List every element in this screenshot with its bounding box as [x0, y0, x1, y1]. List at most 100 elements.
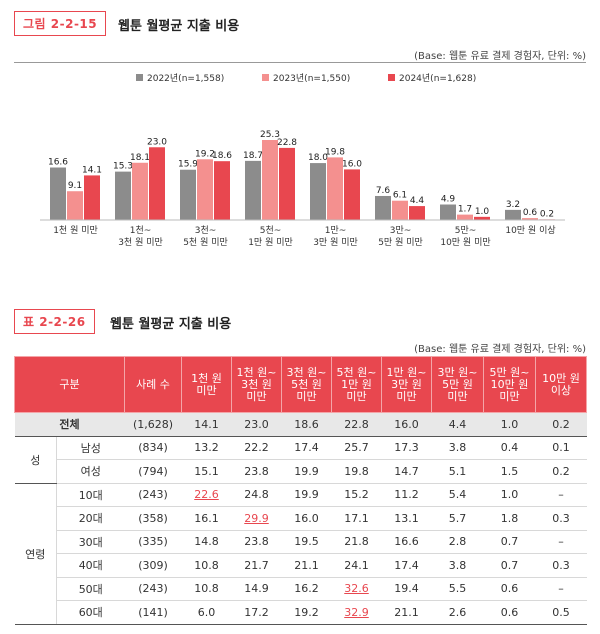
cell-value: 18.6 — [281, 412, 332, 437]
table-row: 여성 (794) 15.1 23.8 19.9 19.8 14.7 5.1 1.5 0.2 — [15, 459, 587, 484]
row-label: 60대 — [56, 600, 125, 625]
cell-value: 0.6 — [483, 600, 536, 625]
cell-value: 14.9 — [231, 577, 282, 601]
cell-value: 14.1 — [181, 412, 232, 437]
cell-value: 19.2 — [281, 600, 332, 625]
bar-2-2 — [214, 161, 230, 220]
bar-value-0-1: 9.1 — [68, 181, 82, 191]
cell-value: 25.7 — [331, 436, 382, 460]
x-label-1-1: 3천 원 미만 — [118, 237, 163, 248]
cell-value: 0.7 — [483, 553, 536, 578]
row-label: 여성 — [56, 459, 125, 484]
legend-swatch-2 — [388, 74, 395, 81]
table-row: 50대 (243) 10.8 14.9 16.2 32.6 19.4 5.5 0.6– — [15, 577, 587, 601]
group-label: 성 — [14, 436, 57, 484]
cell-value: 2.8 — [431, 530, 484, 554]
table-row-total: 전체 (1,628) 14.1 23.0 18.6 22.8 16.0 4.4 1.0 0.2 — [14, 412, 587, 437]
figure-label: 그림 2-2-15 — [14, 11, 107, 36]
cell-value: 19.5 — [281, 530, 332, 554]
cell-value: 5.1 — [431, 459, 484, 484]
row-label: 40대 — [56, 553, 125, 578]
cell-value: 16.1 — [181, 506, 232, 531]
cell-value: 21.7 — [231, 553, 282, 578]
table-base-note: (Base: 웹툰 유료 결제 경험자, 단위: %) — [414, 344, 586, 355]
bar-value-2-1: 19.2 — [195, 149, 215, 159]
figure-divider — [14, 62, 586, 63]
header-cell-4: 3천 원~ 5천 원 미만 — [281, 356, 332, 413]
cell-value: 0.4 — [483, 436, 536, 460]
bar-value-1-1: 18.1 — [130, 153, 150, 163]
x-label-1-0: 1천~ — [130, 225, 152, 236]
bar-0-1 — [67, 191, 83, 220]
cell-value: 2.6 — [431, 600, 484, 625]
bar-7-0 — [505, 209, 521, 220]
bar-chart: 2022년(n=1,558) 2023년(n=1,550) 2024년(n=1,62… — [40, 73, 565, 248]
bar-4-0 — [310, 163, 326, 220]
bar-value-1-2: 23.0 — [147, 137, 167, 147]
bar-1-1 — [132, 162, 148, 220]
cell-value: 17.2 — [231, 600, 282, 625]
x-label-5-1: 5만 원 미만 — [378, 237, 423, 248]
bar-value-3-2: 22.8 — [277, 138, 297, 148]
cell-value: 10.8 — [181, 553, 232, 578]
bar-value-3-1: 25.3 — [260, 130, 280, 140]
cell-value: 24.1 — [331, 553, 382, 578]
x-label-7-0: 10만 원 이상 — [505, 225, 555, 236]
bar-value-2-2: 18.6 — [212, 151, 232, 161]
row-n: (309) — [124, 553, 182, 578]
cell-value: 0.6 — [483, 577, 536, 601]
legend-label-1: 2023년(n=1,550) — [273, 73, 350, 84]
legend-swatch-0 — [136, 74, 143, 81]
x-label-3-1: 1만 원 미만 — [248, 237, 293, 248]
cell-value: 0.3 — [535, 506, 587, 531]
stats-table: 구분 사례 수 1천 원 미만 1천 원~ 3천 원 미만 3천 원~ 5천 원 미만 5천 원~ 1… — [14, 356, 587, 625]
table-row: 60대 (141) 6.0 17.2 19.2 32.9 21.1 2.6 0.6 0.5 — [15, 600, 587, 625]
cell-value: 22.2 — [231, 436, 282, 460]
cell-value: 15.1 — [181, 459, 232, 484]
bar-5-0 — [375, 195, 391, 220]
x-label-6-0: 5만~ — [455, 225, 477, 236]
bar-value-5-0: 7.6 — [376, 186, 391, 196]
figure-title: 웹툰 월평균 지출 비용 — [118, 19, 240, 34]
cell-value: 23.8 — [231, 530, 282, 554]
bar-5-2 — [409, 206, 425, 220]
row-n: (834) — [124, 436, 182, 460]
x-label-4-1: 3만 원 미만 — [313, 237, 358, 248]
cell-value: – — [535, 483, 587, 507]
row-n: (243) — [124, 577, 182, 601]
chart-x-labels: 1천 원 미만 1천~3천 원 미만 3천~5천 원 미만 5천~1만 원 미만 1만~… — [53, 225, 555, 248]
table-row: 연령 10대 (243) 22.6 24.8 19.9 15.2 11.2 5.4 1.0– — [14, 483, 587, 625]
cell-value: 3.8 — [431, 553, 484, 578]
cell-value: – — [535, 530, 587, 554]
cell-value: 0.3 — [535, 553, 587, 578]
row-n: (358) — [124, 506, 182, 531]
table-title: 웹툰 월평균 지출 비용 — [110, 317, 232, 332]
table-row: 40대 (309) 10.8 21.7 21.1 24.1 17.4 3.8 0.7 0.3 — [15, 553, 587, 578]
bar-4-1 — [327, 157, 343, 220]
row-n: (141) — [124, 600, 182, 625]
row-label: 남성 — [56, 436, 125, 460]
cell-value: 19.9 — [281, 459, 332, 484]
bar-value-0-0: 16.6 — [48, 158, 68, 168]
cell-value: 1.0 — [483, 412, 536, 437]
legend-swatch-1 — [262, 74, 269, 81]
bar-value-4-0: 18.0 — [308, 153, 328, 163]
bar-value-7-2: 0.2 — [540, 209, 554, 219]
bar-6-1 — [457, 214, 473, 220]
cell-value: – — [535, 577, 587, 601]
x-label-4-0: 1만~ — [325, 225, 347, 236]
cell-value: 22.8 — [331, 412, 382, 437]
x-label-2-1: 5천 원 미만 — [183, 237, 228, 248]
cell-value: 32.6 — [331, 577, 382, 601]
cell-value: 32.9 — [331, 600, 382, 625]
highlighted-value: 32.9 — [344, 605, 369, 619]
bar-value-6-2: 1.0 — [475, 207, 490, 217]
cell-value: 13.1 — [381, 506, 432, 531]
x-label-5-0: 3만~ — [390, 225, 412, 236]
cell-value: 0.2 — [535, 412, 587, 437]
bar-value-0-2: 14.1 — [82, 165, 102, 175]
table-row: 성 남성 (834) 13.2 22.2 17.4 25.7 17.3 3.8 0.4 0.1 — [14, 436, 587, 484]
bar-value-3-0: 18.7 — [243, 151, 263, 161]
bar-2-1 — [197, 159, 213, 220]
x-label-3-0: 5천~ — [260, 225, 282, 236]
